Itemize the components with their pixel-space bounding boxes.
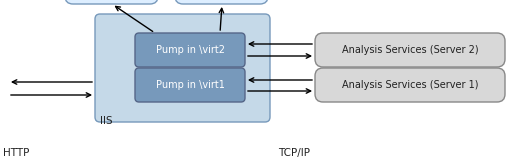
Text: HTTP
Connection: HTTP Connection [3,148,62,160]
FancyBboxPatch shape [95,14,270,122]
Text: Pump in \virt2: Pump in \virt2 [155,45,224,55]
FancyBboxPatch shape [315,68,505,102]
Text: IIS: IIS [100,116,112,126]
FancyBboxPatch shape [65,0,158,4]
FancyBboxPatch shape [175,0,268,4]
FancyBboxPatch shape [315,33,505,67]
Text: Analysis Services (Server 2): Analysis Services (Server 2) [342,45,478,55]
Text: Analysis Services (Server 1): Analysis Services (Server 1) [342,80,478,90]
FancyBboxPatch shape [135,33,245,67]
Text: Pump in \virt1: Pump in \virt1 [155,80,224,90]
FancyBboxPatch shape [135,68,245,102]
Text: TCP/IP
Connection: TCP/IP Connection [278,148,337,160]
